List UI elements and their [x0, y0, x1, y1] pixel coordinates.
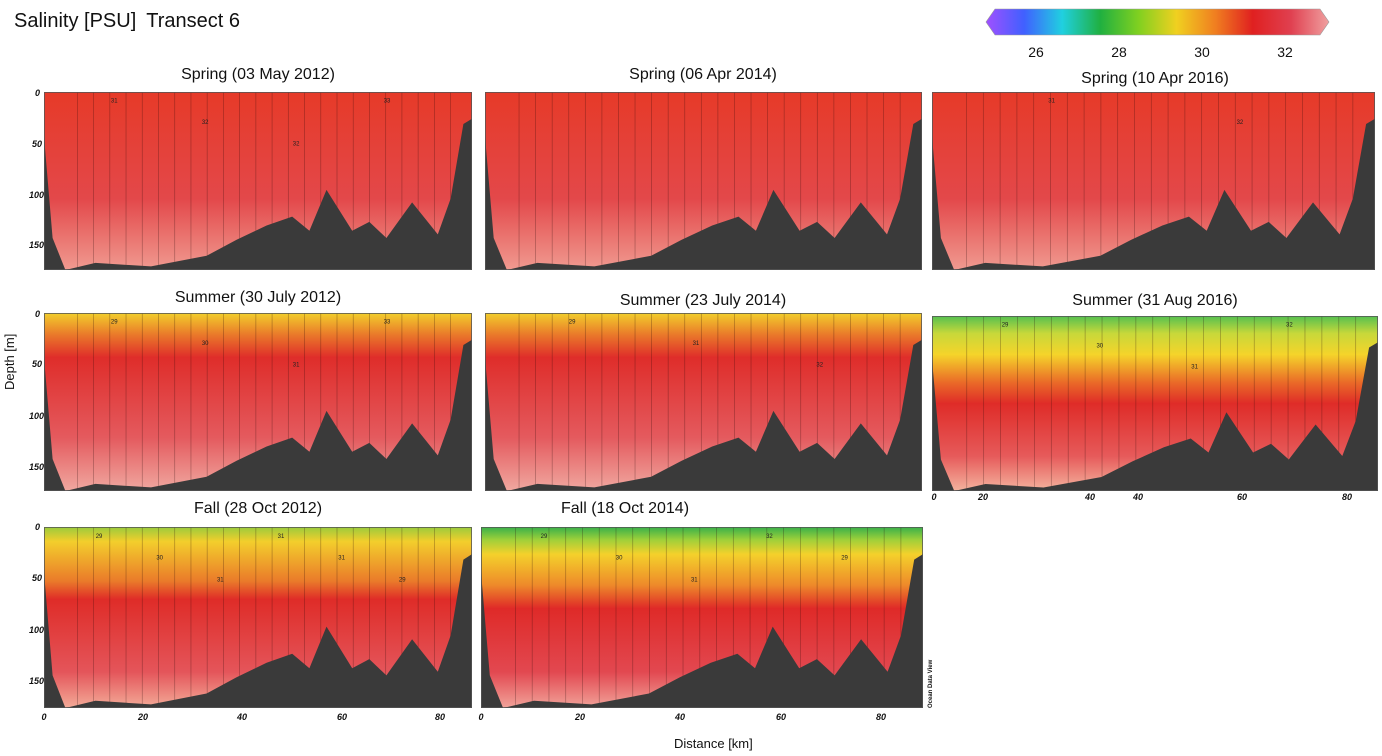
- panel-title-6: Summer (31 Aug 2016): [1072, 292, 1238, 309]
- panel-frame: [44, 92, 472, 270]
- x-tick-0-p6: 0: [931, 492, 937, 502]
- contour-label: 31: [1048, 99, 1055, 105]
- y-tick-150-row2: 150: [29, 462, 45, 472]
- contour-label: 29: [541, 534, 548, 540]
- y-tick-50-row2: 50: [32, 359, 43, 369]
- contour-label: 30: [1096, 344, 1103, 350]
- salinity-section-5: 29 31 32: [485, 313, 922, 491]
- x-tick-40-p6: 40: [1084, 492, 1096, 502]
- panel-frame: [481, 527, 923, 708]
- panel-frame: [44, 527, 472, 708]
- x-tick-0-p8: 0: [478, 712, 484, 722]
- colorbar-tick-26: 26: [1028, 44, 1044, 60]
- salinity-section-2: [485, 92, 922, 270]
- panel-title-7: Fall (28 Oct 2012): [193, 500, 323, 517]
- seafloor-bathymetry: [485, 339, 922, 491]
- panel-title-1: Spring (03 May 2012): [181, 66, 335, 83]
- contour-label: 31: [1191, 365, 1198, 371]
- contour-label: 30: [202, 341, 209, 347]
- x-tick-80-p8: 80: [875, 712, 887, 722]
- seafloor-bathymetry: [44, 118, 472, 270]
- figure-title-transect: Transect 6: [146, 10, 241, 32]
- colorbar: [985, 8, 1330, 36]
- salinity-section-8: 29 30 31 32 29: [481, 527, 923, 708]
- contour-label: 31: [693, 341, 700, 347]
- seafloor-bathymetry: [932, 342, 1378, 491]
- y-tick-150-row3: 150: [29, 676, 45, 686]
- x-tick-40b-p6: 40: [1132, 492, 1144, 502]
- x-tick-20-p8: 20: [574, 712, 586, 722]
- contour-label: 32: [816, 362, 823, 368]
- y-tick-0-row3: 0: [35, 522, 41, 532]
- contour-label: 30: [616, 556, 623, 562]
- x-tick-40-p7: 40: [236, 712, 248, 722]
- y-tick-100-row1: 100: [29, 190, 45, 200]
- salinity-section-1: 31 32 32 33: [44, 92, 472, 270]
- y-tick-100-row2: 100: [29, 411, 45, 421]
- contour-label: 33: [384, 320, 391, 326]
- y-tick-0-row1: 0: [35, 88, 41, 98]
- contour-label: 31: [278, 534, 285, 540]
- y-axis-label: Depth [m]: [2, 333, 17, 390]
- salinity-section-7: 29 30 31 31 31 29: [44, 527, 472, 708]
- x-tick-60-p7: 60: [336, 712, 348, 722]
- panel-frame: [485, 313, 922, 491]
- contour-label: 32: [293, 141, 300, 147]
- x-tick-20-p7: 20: [137, 712, 149, 722]
- seafloor-bathymetry: [485, 118, 922, 270]
- x-tick-60-p6: 60: [1236, 492, 1248, 502]
- colorbar-tick-30: 30: [1194, 44, 1210, 60]
- contour-label: 32: [1237, 120, 1244, 126]
- seafloor-bathymetry: [481, 554, 923, 708]
- salinity-section-4: 29 30 31 33: [44, 313, 472, 491]
- salinity-section-3: 31 32: [932, 92, 1375, 270]
- contour-label: 29: [111, 320, 118, 326]
- odv-credit: Ocean Data View: [928, 659, 934, 708]
- contour-label: 29: [841, 556, 848, 562]
- x-tick-80-p7: 80: [434, 712, 446, 722]
- x-tick-20-p6: 20: [977, 492, 989, 502]
- panel-title-8: Fall (18 Oct 2014): [560, 500, 690, 517]
- contour-label: 31: [691, 577, 698, 583]
- seafloor-bathymetry: [932, 118, 1375, 270]
- seafloor-bathymetry: [44, 339, 472, 491]
- panel-title-4: Summer (30 July 2012): [174, 289, 342, 306]
- contour-label: 31: [217, 577, 224, 583]
- panel-title-3: Spring (10 Apr 2016): [1081, 70, 1229, 87]
- x-tick-40-p8: 40: [674, 712, 686, 722]
- contour-label: 32: [1286, 323, 1293, 329]
- colorbar-tick-28: 28: [1111, 44, 1127, 60]
- panel-frame: [932, 92, 1375, 270]
- seafloor-bathymetry: [44, 554, 472, 708]
- y-tick-0-row2: 0: [35, 309, 41, 319]
- y-tick-100-row3: 100: [29, 625, 45, 635]
- x-tick-0-p7: 0: [41, 712, 47, 722]
- contour-label: 29: [1002, 323, 1009, 329]
- contour-label: 33: [384, 99, 391, 105]
- x-tick-60-p8: 60: [775, 712, 787, 722]
- contour-label: 29: [569, 320, 576, 326]
- contour-label: 32: [202, 120, 209, 126]
- y-tick-150-row1: 150: [29, 240, 45, 250]
- panel-title-2: Spring (06 Apr 2014): [629, 66, 777, 83]
- contour-label: 29: [96, 534, 103, 540]
- contour-label: 32: [766, 534, 773, 540]
- panel-title-5: Summer (23 July 2014): [619, 292, 787, 309]
- contour-label: 29: [399, 577, 406, 583]
- figure-title-variable: Salinity [PSU]: [14, 10, 137, 32]
- panel-frame: [485, 92, 922, 270]
- contour-label: 31: [338, 556, 345, 562]
- figure-title: Salinity [PSU] Transect 6: [14, 10, 250, 33]
- x-axis-label: Distance [km]: [674, 736, 753, 751]
- panel-frame: [44, 313, 472, 491]
- colorbar-tick-32: 32: [1277, 44, 1293, 60]
- x-tick-80-p6: 80: [1341, 492, 1353, 502]
- contour-label: 31: [293, 362, 300, 368]
- contour-label: 30: [156, 556, 163, 562]
- y-tick-50-row3: 50: [32, 573, 43, 583]
- salinity-section-6: 29 30 31 32: [932, 316, 1378, 491]
- contour-label: 31: [111, 99, 118, 105]
- y-tick-50-row1: 50: [32, 139, 43, 149]
- panel-frame: [932, 316, 1378, 491]
